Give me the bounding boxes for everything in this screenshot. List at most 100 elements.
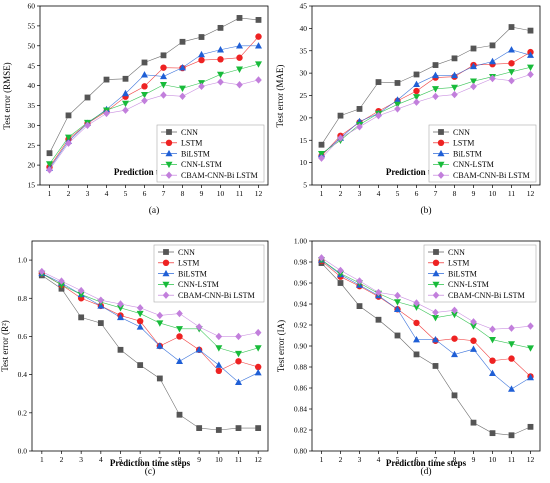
data-point: [196, 425, 203, 431]
plot-frame: [31, 240, 269, 452]
data-point: [394, 332, 401, 339]
data-point: [198, 50, 205, 58]
data-point: [215, 367, 223, 375]
x-tick-label: 5: [124, 189, 128, 198]
data-point: [46, 166, 53, 174]
legend-label: CBAM-CNN-Bi LSTM: [178, 291, 255, 300]
legend-label: CBAM-CNN-Bi LSTM: [448, 291, 525, 300]
series-cbam-cnn-bi-lstm: [38, 267, 262, 341]
x-tick-label: 8: [178, 455, 182, 464]
data-point: [432, 314, 439, 322]
data-point: [97, 320, 104, 326]
x-tick-label: 10: [489, 455, 497, 464]
series-line: [49, 17, 259, 154]
legend-label: CNN: [181, 128, 198, 137]
data-point: [470, 82, 477, 91]
legend-marker: [432, 281, 440, 289]
data-point: [356, 106, 363, 112]
data-point: [375, 111, 382, 120]
data-point: [141, 71, 148, 78]
series-line: [321, 262, 531, 436]
series-cnn: [46, 15, 262, 157]
data-point: [527, 27, 534, 34]
legend-marker: [165, 161, 173, 169]
x-tick-label: 7: [162, 189, 166, 198]
data-point: [160, 72, 167, 80]
data-point: [179, 92, 186, 100]
data-point: [179, 63, 186, 71]
series-line: [321, 259, 531, 349]
series-bilstm: [318, 256, 534, 392]
x-tick-label: 2: [60, 455, 64, 464]
x-axis-label: Prediction time steps: [110, 458, 191, 468]
x-tick-label: 6: [143, 189, 147, 198]
y-tick-label: 0.8: [18, 294, 28, 303]
legend-marker: [162, 269, 170, 277]
legend-label: CBAM-CNN-Bi LSTM: [181, 171, 258, 180]
x-tick-label: 8: [453, 189, 457, 198]
data-point: [38, 267, 46, 276]
legend-marker: [437, 171, 445, 179]
x-tick-label: 11: [508, 455, 515, 464]
y-tick-label: 30: [300, 69, 308, 78]
data-point: [508, 355, 515, 362]
legend-item: LSTM: [161, 139, 202, 148]
data-point: [235, 425, 242, 431]
legend-label: CNN: [178, 248, 195, 257]
chart-panel-b: 1 2 3 4 5 6 7 8 9 10 11 1251015202530354045Predicti…: [275, 2, 541, 216]
panel-caption: (a): [149, 205, 160, 216]
data-point: [84, 94, 91, 101]
legend-marker: [437, 161, 445, 169]
data-point: [451, 335, 458, 342]
x-tick-label: 10: [217, 189, 225, 198]
data-point: [156, 320, 164, 327]
data-point: [254, 369, 262, 376]
data-point: [217, 78, 224, 86]
y-tick-label: 60: [28, 2, 36, 11]
legend-marker: [433, 249, 439, 255]
data-point: [255, 61, 262, 68]
data-point: [413, 304, 420, 311]
data-point: [254, 328, 262, 337]
series-line: [321, 26, 531, 145]
x-tick-label: 6: [415, 189, 419, 198]
y-tick-label: 0.96: [294, 279, 307, 288]
data-point: [356, 303, 363, 309]
legend-marker: [432, 269, 440, 277]
legend-item: BiLSTM: [428, 269, 477, 278]
x-axis-label: Prediction time steps: [386, 167, 467, 177]
y-tick-label: 45: [300, 2, 308, 11]
data-point: [195, 323, 203, 331]
data-point: [176, 357, 183, 364]
y-tick-label: 40: [28, 81, 36, 90]
y-tick-label: 15: [28, 181, 36, 190]
data-point: [489, 369, 496, 376]
legend-item: LSTM: [433, 139, 474, 148]
data-point: [413, 71, 420, 78]
y-tick-label: 0.82: [294, 426, 307, 435]
legend-label: CBAM-CNN-Bi LSTM: [453, 171, 530, 180]
data-point: [46, 161, 53, 168]
legend-label: LSTM: [453, 139, 474, 148]
data-point: [527, 70, 534, 79]
data-point: [215, 361, 223, 368]
data-point: [122, 106, 129, 114]
legend-item: CBAM-CNN-Bi LSTM: [161, 171, 258, 180]
data-point: [103, 76, 110, 83]
y-tick-label: 0.6: [18, 332, 28, 341]
y-tick-label: 1.00: [294, 237, 307, 246]
data-point: [176, 411, 183, 418]
y-tick-label: 0.2: [18, 408, 28, 417]
y-tick-label: 0.88: [294, 363, 307, 372]
data-point: [451, 71, 458, 79]
x-tick-label: 2: [339, 455, 343, 464]
legend-label: BiLSTM: [448, 269, 477, 278]
y-tick-label: 0.84: [294, 405, 307, 414]
series-cbam-cnn-bi-lstm: [318, 70, 534, 162]
data-point: [394, 305, 401, 312]
data-point: [413, 336, 420, 343]
y-tick-label: 25: [28, 141, 36, 150]
y-tick-label: 0.94: [294, 300, 307, 309]
data-point: [255, 425, 262, 431]
